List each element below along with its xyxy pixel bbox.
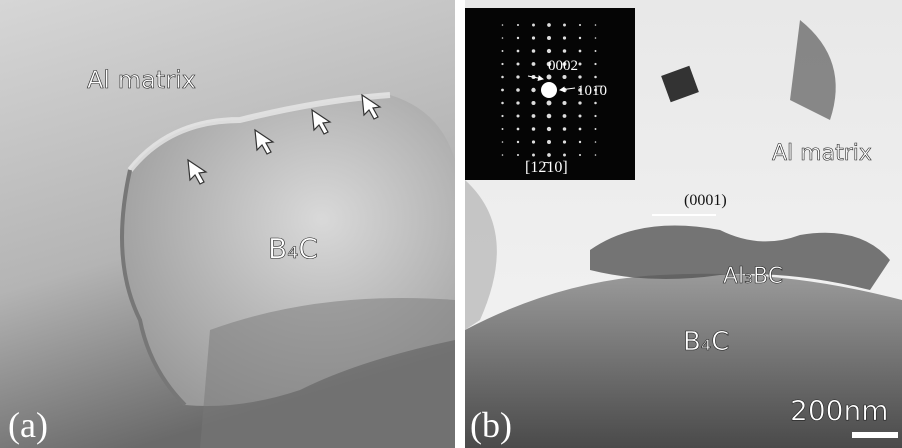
diffraction-spot [516,88,520,92]
diffraction-spot [579,115,582,118]
diffraction-spot [532,154,535,157]
figure: Al matrix B₄C (a) 0002 101̄0 [12̄10] Al … [0,0,902,448]
diffraction-spot [517,115,520,118]
diffraction-spot [547,101,552,106]
diffraction-spot [517,154,519,156]
diffraction-spot [547,127,551,131]
diffraction-spot [594,115,596,117]
diffraction-spot [595,50,597,52]
diffraction-spot [563,24,566,27]
diffraction-spot [595,128,597,130]
diffraction-spot [532,140,535,143]
particle-label: B₄C [683,327,729,357]
panel-a: Al matrix B₄C (a) [0,0,455,448]
diffraction-spot [547,140,551,144]
diffraction-spot [595,154,597,156]
diffraction-spot [595,141,597,143]
diffraction-spot [562,75,566,79]
diffraction-spot [501,76,504,79]
diffraction-spot [594,76,597,79]
diffraction-spot [578,75,581,78]
diffraction-spot [563,36,566,39]
diffraction-spot [502,141,504,143]
matrix-label: Al matrix [772,141,872,166]
scale-bar-label: 200nm [790,394,888,427]
diffraction-spot [595,24,597,26]
diffraction-spot [594,63,596,65]
diffraction-spot [502,37,504,39]
diffraction-spot [532,49,536,53]
particle-label: B₄C [268,232,318,265]
diffraction-spot [517,37,519,39]
diffraction-spot [516,75,519,78]
spot-label: 101̄0 [577,83,607,99]
diffraction-spot [502,50,504,52]
diffraction-spot [579,50,582,53]
diffraction-spot [517,24,519,26]
diffraction-spot [563,140,566,143]
diffraction-spot [532,24,535,27]
diffraction-spot [547,23,551,27]
scale-bar [852,432,898,438]
diffraction-spot [532,62,536,66]
diffraction-spot [579,128,582,131]
diffraction-spot [517,128,520,131]
diffraction-spot [579,154,581,156]
diffraction-spot [579,37,581,39]
diffraction-spot [563,49,567,53]
matrix-label: Al matrix [87,66,196,94]
interface-label: Al₃BC [723,264,783,289]
diffraction-spot [517,50,520,53]
diffraction-spot [595,37,597,39]
diffraction-spot [563,154,566,157]
diffraction-spot [579,141,581,143]
panel-b: 0002 101̄0 [12̄10] Al matrix (0001) Al₃B… [465,0,902,448]
diffraction-spot [502,154,504,156]
diffraction-spot [547,36,551,40]
diffraction-spot [579,63,582,66]
spot-label: 0002 [548,58,578,74]
diffraction-spot [517,63,520,66]
diffraction-inset: 0002 101̄0 [12̄10] [465,8,635,180]
panel-label: (a) [8,405,48,445]
diffraction-spot [532,114,536,118]
diffraction-spot [501,63,503,65]
diffraction-spot [517,141,519,143]
plane-label: (0001) [684,192,727,209]
diffraction-spot [516,101,519,104]
diffraction-spot [547,114,552,119]
diffraction-spot [547,75,552,80]
diffraction-spot [547,153,551,157]
zone-axis: [12̄10] [525,159,568,176]
diffraction-spot [501,115,503,117]
diffraction-spot [501,102,504,105]
diffraction-spot [578,101,581,104]
diffraction-spot [532,127,536,131]
diffraction-spot [531,88,535,92]
diffraction-spot [579,24,581,26]
diffraction-spot [502,24,504,26]
diffraction-spot [502,128,504,130]
diffraction-spot [594,102,597,105]
diffraction-spot [532,36,535,39]
diffraction-spot [563,127,567,131]
diffraction-spot [501,89,504,92]
panel-label: (b) [470,405,512,445]
diffraction-spot [531,101,535,105]
diffraction-spot [562,101,566,105]
diffraction-spot [547,49,551,53]
diffraction-spot [563,114,567,118]
